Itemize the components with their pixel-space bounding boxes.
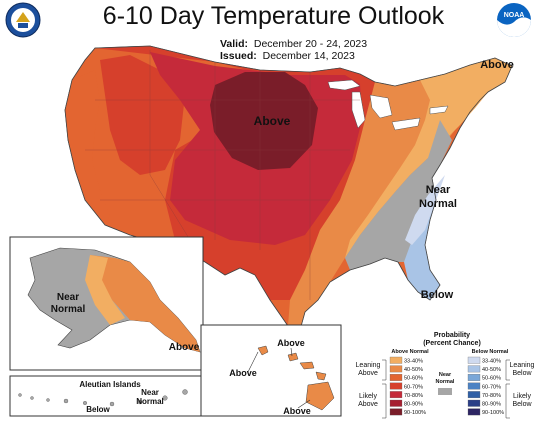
legend-above-bin-swatch [389,408,403,416]
legend-above-bin-label: 40-50% [404,367,423,373]
legend-above-bin-swatch [389,374,403,381]
legend-above-bin-label: 33-40% [404,359,423,365]
label-aleutian-title: Aleutian Islands [79,380,141,389]
legend-above-bin-swatch [389,391,403,399]
legend-below-header: Below Normal [472,349,509,355]
legend-below-bin-label: 80-90% [482,402,501,408]
legend-near-header-1: Near [439,372,452,378]
legend-below-bin-label: 50-60% [482,376,501,382]
legend-above-bin-label: 90-100% [404,410,426,416]
label-above-center: Above [254,114,291,128]
valid-dates: December 20 - 24, 2023 [253,38,368,50]
legend-near-swatch [438,388,452,395]
legend-leaning-below-1: Leaning [510,362,535,369]
label-hi-above-1: Above [277,338,305,348]
legend-below-bin-label: 90-100% [482,410,504,416]
legend-below-bin-label: 60-70% [482,384,501,390]
valid-line: Valid: December 20 - 24, 2023 [220,38,367,50]
label-aleutian-near-1: Near [141,388,159,397]
legend-below-bin-label: 70-80% [482,393,501,399]
legend-likely-below-1: Likely [513,393,531,400]
legend-near-header-2: Normal [436,379,455,385]
label-below-se: Below [421,289,454,301]
valid-label: Valid: [220,38,249,50]
legend-above-bin-label: 80-90% [404,402,423,408]
noaa-logo-icon: NOAA [497,3,531,37]
legend-below-bin-swatch [467,382,481,390]
legend-below-bin-swatch [467,356,481,364]
legend-below-bin-swatch [467,374,481,381]
legend-below-bin-swatch [467,391,481,399]
legend-above-bin-label: 70-80% [404,393,423,399]
label-ak-near-2: Normal [51,304,86,315]
label-above-ne: Above [480,59,514,71]
legend-title-2: (Percent Chance) [423,340,481,347]
legend-leaning-below-2: Below [512,370,532,377]
legend-leaning-above-2: Above [358,370,378,377]
legend-below-bin-swatch [467,365,481,373]
legend-above-bin-swatch [389,382,403,390]
label-ak-near-1: Near [57,292,79,303]
legend-below-bin-swatch [467,399,481,407]
issued-date: December 14, 2023 [262,50,355,62]
page-title: 6-10 Day Temperature Outlook [102,2,445,30]
label-ak-above: Above [169,342,200,353]
legend: Probability (Percent Chance) Above Norma… [356,332,535,419]
label-hi-above-3: Above [283,406,311,416]
label-near-normal-se-2: Normal [419,198,457,210]
label-near-normal-se-1: Near [426,184,451,196]
alaska-inset: Near Normal Above [9,236,204,371]
issued-label: Issued: [220,50,257,62]
hawaii-inset: Above Above Above [200,324,342,417]
conus-map: Above Above Near Normal Below [64,45,514,331]
aleutian-inset: Aleutian Islands Below Near Normal [9,375,204,417]
issued-line: Issued: December 14, 2023 [220,50,355,62]
legend-above-bin-swatch [389,365,403,373]
legend-above-bin-swatch [389,356,403,364]
legend-above-bin-swatch [389,399,403,407]
noaa-logo-text: NOAA [504,12,525,19]
legend-above-bin-label: 50-60% [404,376,423,382]
legend-likely-above-1: Likely [359,393,377,400]
legend-above-bin-label: 60-70% [404,384,423,390]
label-aleutian-near-2: Normal [136,397,164,406]
legend-title-1: Probability [434,332,470,339]
legend-below-bin-label: 33-40% [482,359,501,365]
doc-seal-icon [5,2,41,38]
legend-likely-below-2: Below [512,401,532,408]
legend-below-bin-label: 40-50% [482,367,501,373]
legend-above-header: Above Normal [391,349,429,355]
label-aleutian-below: Below [86,405,110,414]
legend-below-bin-swatch [467,408,481,416]
legend-leaning-above-1: Leaning [356,362,381,369]
label-hi-above-2: Above [229,368,257,378]
legend-likely-above-2: Above [358,401,378,408]
